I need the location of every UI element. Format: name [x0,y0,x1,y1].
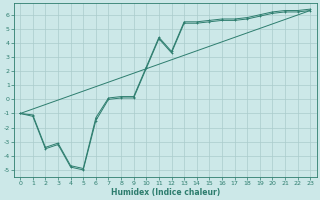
X-axis label: Humidex (Indice chaleur): Humidex (Indice chaleur) [111,188,220,197]
